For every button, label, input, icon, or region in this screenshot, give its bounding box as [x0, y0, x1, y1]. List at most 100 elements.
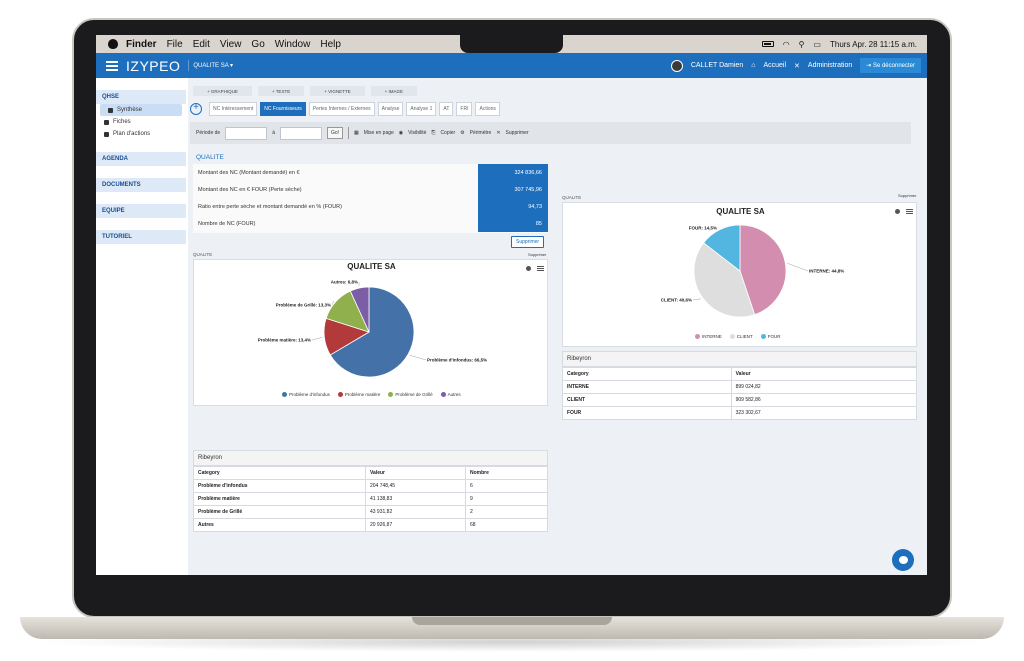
table-row[interactable]: FOUR 323 302,67	[562, 406, 918, 420]
menu-edit[interactable]: Edit	[192, 38, 210, 50]
table-header[interactable]: Category	[562, 367, 732, 381]
table-header[interactable]: Valeur	[364, 466, 466, 480]
legend-item[interactable]: FOUR	[760, 334, 781, 339]
wifi-icon[interactable]: ◠	[782, 39, 790, 49]
kpi-label: Montant des NC en € FOUR (Perte sèche)	[198, 186, 302, 193]
pie2-title: QUALITE SA	[716, 207, 765, 216]
sidebar-section-documents[interactable]: DOCUMENTS	[96, 178, 186, 192]
legend-swatch	[282, 392, 287, 397]
control-center-icon[interactable]: ▭	[813, 39, 821, 49]
user-name[interactable]: CALLET Damien	[690, 62, 744, 69]
tab-pertes[interactable]: Pertes Internes / Externes	[308, 102, 375, 116]
menu-icon[interactable]	[906, 208, 913, 215]
legend-label: INTERNE	[702, 334, 722, 339]
avatar[interactable]	[670, 59, 683, 72]
add-chart-button[interactable]: + GRAPHIQUE	[193, 86, 252, 96]
period-end-input[interactable]	[279, 126, 322, 140]
sidebar-section-qhse[interactable]: QHSE	[96, 90, 186, 104]
legend-item[interactable]: Problème d'infondus	[282, 392, 330, 397]
menu-icon[interactable]	[106, 59, 118, 73]
chat-icon	[898, 556, 908, 564]
tab-nc-fournisseurs[interactable]: NC Fournisseurs	[260, 102, 306, 116]
legend-item[interactable]: Problème de Grillé	[388, 392, 433, 397]
gear-icon[interactable]	[895, 209, 900, 214]
menu-view[interactable]: View	[219, 38, 242, 50]
legend-item[interactable]: Problème matière	[337, 392, 380, 397]
add-image-button[interactable]: + IMAGE	[370, 86, 417, 96]
visibility-button[interactable]: Visibilité	[408, 130, 427, 136]
layout-button[interactable]: Mise en page	[363, 130, 394, 136]
pie-data-label: Problème matière: 13,4%	[258, 338, 311, 343]
home-icon[interactable]: ⌂	[751, 62, 756, 69]
legend-item[interactable]: CLIENT	[729, 334, 753, 339]
add-tile-button[interactable]: + VIGNETTE	[310, 86, 365, 96]
table-row[interactable]: Autres 20 926,87 68	[193, 518, 549, 532]
menu-app[interactable]: Finder	[126, 38, 157, 50]
sidebar-item-fiches[interactable]: Fiches	[96, 116, 186, 128]
kpi-row: Nombre de NC (FOUR)	[198, 215, 546, 232]
pie1-small-title: QUALITE	[193, 252, 213, 257]
tab-actions[interactable]: Actions	[475, 102, 500, 116]
admin-icon[interactable]: ✕	[794, 62, 800, 70]
table-cell: FOUR	[562, 406, 732, 420]
clock[interactable]: Thurs Apr. 28 11:15 a.m.	[829, 39, 917, 49]
table-header[interactable]: Valeur	[730, 367, 918, 381]
table-row[interactable]: Problème matière 41 138,83 9	[193, 492, 549, 506]
gear-icon[interactable]	[526, 266, 531, 271]
legend-swatch	[760, 334, 766, 339]
pie-slice[interactable]	[703, 224, 741, 272]
add-text-button[interactable]: + TEXTE	[257, 86, 305, 96]
copy-button[interactable]: Copier	[440, 130, 456, 136]
chat-button[interactable]	[892, 549, 914, 571]
company-selector[interactable]: QUALITE SA ▾	[188, 60, 237, 71]
sidebar-section-equipe[interactable]: EQUIPE	[96, 204, 186, 218]
sidebar-item-synthese[interactable]: Synthèse	[100, 104, 182, 116]
logout-button[interactable]: ⇥ Se déconnecter	[860, 58, 921, 73]
go-button[interactable]: Go!	[326, 127, 344, 139]
pie2-delete-link[interactable]: Supprimer	[898, 193, 917, 198]
sidebar-item-plan[interactable]: Plan d'actions	[96, 128, 186, 140]
tab-at[interactable]: AT	[439, 102, 454, 116]
toolbar: Période de à Go! ▦ Mise en page ◉ Visibili…	[190, 122, 911, 144]
menu-go[interactable]: Go	[251, 38, 265, 50]
search-icon[interactable]: ⚲	[798, 39, 805, 49]
menu-window[interactable]: Window	[274, 38, 311, 50]
pie-slice[interactable]	[349, 286, 370, 333]
menu-file[interactable]: File	[166, 38, 183, 50]
tab-analyse-1[interactable]: Analyse 1	[406, 102, 437, 116]
kpi-delete-button[interactable]: Supprimer	[511, 236, 545, 248]
admin-link[interactable]: Administration	[807, 62, 853, 69]
table-cell: 43 931,82	[364, 505, 466, 519]
period-start-input[interactable]	[225, 126, 268, 140]
sidebar-section-agenda[interactable]: AGENDA	[96, 152, 186, 166]
add-tab-icon[interactable]: +	[190, 103, 202, 115]
pie1-delete-link[interactable]: Supprimer	[528, 252, 547, 257]
tab-nc-interessement[interactable]: NC Intéressement	[209, 102, 258, 116]
delete-button[interactable]: Supprimer	[505, 130, 529, 136]
pie-slice[interactable]	[739, 224, 787, 316]
pie-label-line	[311, 337, 323, 341]
table-cell: Problème de Grillé	[193, 505, 366, 519]
table-row[interactable]: CLIENT 909 582,86	[562, 393, 918, 407]
pie-slice[interactable]	[329, 286, 415, 378]
table-header[interactable]: Category	[193, 466, 366, 480]
apple-icon[interactable]	[108, 39, 118, 49]
table-row[interactable]: INTERNE 899 024,82	[562, 380, 918, 394]
perimeter-button[interactable]: Périmètre	[469, 130, 492, 136]
legend-item[interactable]: Autres	[440, 392, 461, 397]
home-link[interactable]: Accueil	[763, 62, 787, 69]
table-cell: Problème d'infondus	[193, 479, 366, 493]
sidebar-section-tutoriel[interactable]: TUTORIEL	[96, 230, 186, 244]
tab-analyse[interactable]: Analyse	[377, 102, 404, 116]
table-row[interactable]: Problème d'infondus 204 748,45 6	[193, 479, 549, 493]
table-row[interactable]: Problème de Grillé 43 931,82 2	[193, 505, 549, 519]
layout-icon: ▦	[354, 130, 359, 136]
menu-help[interactable]: Help	[320, 38, 341, 50]
table-header[interactable]: Nombre	[464, 466, 549, 480]
pie-slice[interactable]	[693, 242, 756, 318]
menu-icon[interactable]	[537, 265, 544, 272]
legend-item[interactable]: INTERNE	[695, 334, 722, 339]
logo[interactable]: IZYPEO	[126, 57, 181, 74]
tab-fri[interactable]: FRI	[456, 102, 473, 116]
battery-icon[interactable]	[761, 41, 774, 47]
